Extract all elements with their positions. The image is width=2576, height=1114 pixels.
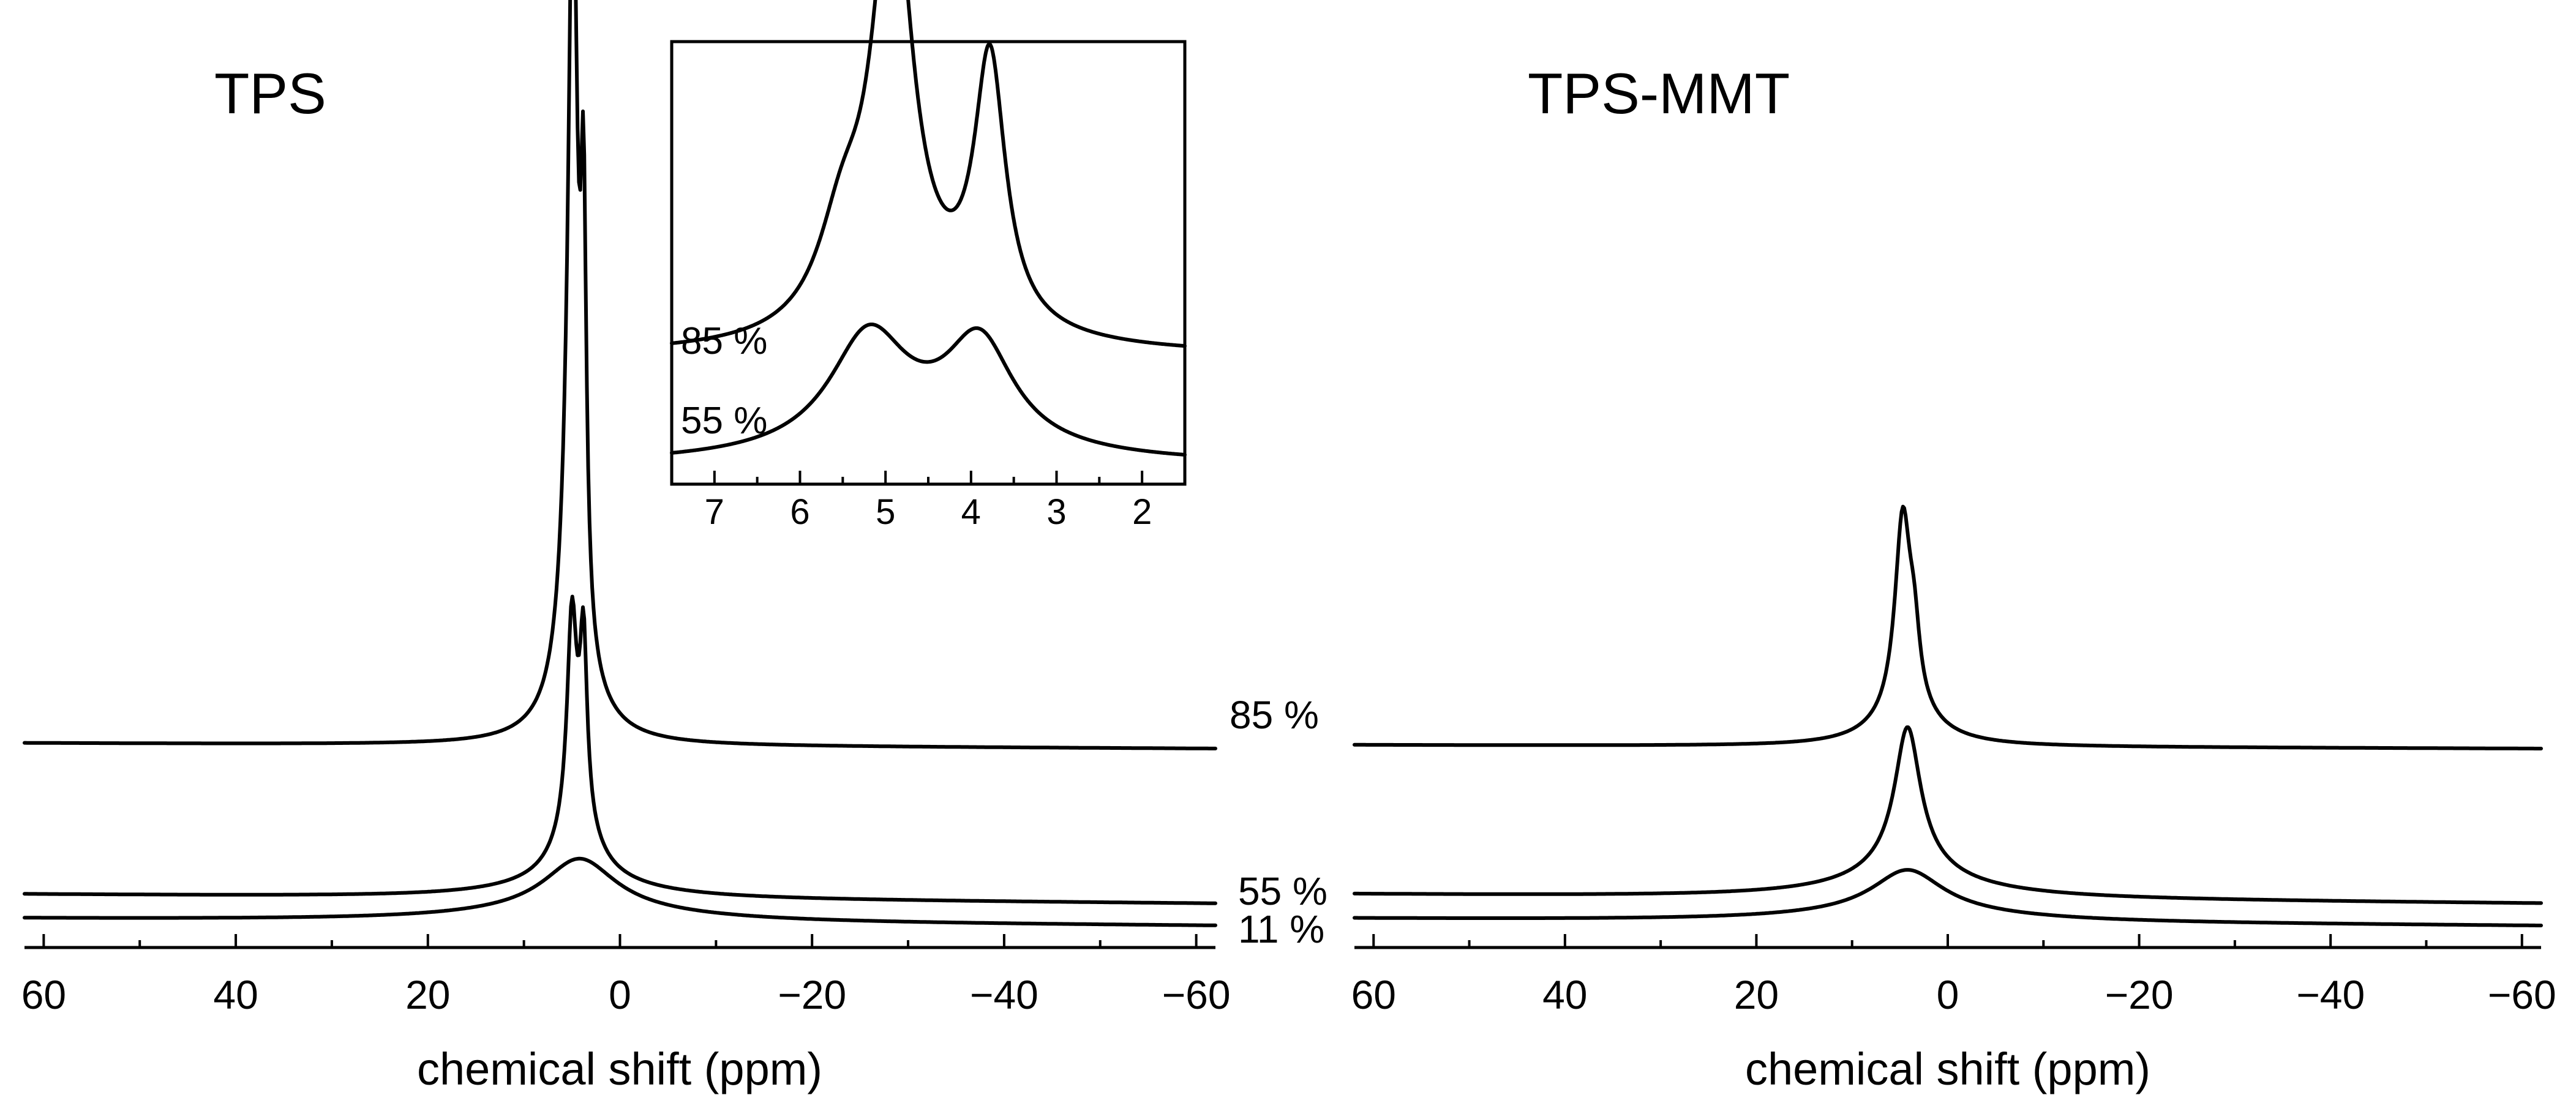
x-tick-label: 40 <box>1542 972 1587 1017</box>
inset-panel: 7 6 5 4 3 2 85 % 55 % <box>670 0 1187 532</box>
traces-tps-mmt <box>1353 504 2543 927</box>
x-ticks-tps-mmt <box>1372 934 2523 948</box>
series-label-85: 85 % <box>1230 693 1319 737</box>
x-tick-label: 20 <box>405 972 450 1017</box>
inset-series-label-55: 55 % <box>681 400 767 442</box>
series-label-11: 11 % <box>1238 907 1324 951</box>
x-ticks-inset <box>670 471 1186 484</box>
panel-tps: TPS 60 40 20 0 −20 −40 −60 chemical shif… <box>21 0 1231 1094</box>
inset-tick-label: 5 <box>876 492 895 532</box>
x-tick-label: 60 <box>1351 972 1396 1017</box>
x-tick-label: −60 <box>1162 972 1231 1017</box>
x-tick-label: −40 <box>2296 972 2365 1017</box>
x-axis-label-tps: chemical shift (ppm) <box>417 1044 822 1094</box>
inset-tick-label: 3 <box>1046 492 1066 532</box>
x-tick-label: −20 <box>778 972 846 1017</box>
traces-tps <box>23 0 1217 927</box>
x-tick-label: 60 <box>21 972 66 1017</box>
series-trace-55pct <box>670 323 1187 457</box>
series-trace-85pct <box>670 0 1187 348</box>
series-trace-85pct <box>1353 504 2543 750</box>
x-tick-labels-tps: 60 40 20 0 −20 −40 −60 <box>21 972 1231 1017</box>
traces-inset <box>670 0 1187 457</box>
inset-series-label-85: 85 % <box>681 320 767 362</box>
x-tick-label: 0 <box>1937 972 1959 1017</box>
panel-title-tps: TPS <box>214 61 326 125</box>
x-tick-label: 20 <box>1734 972 1779 1017</box>
series-trace-55pct <box>1353 725 2543 905</box>
x-ticks-tps <box>42 934 1198 948</box>
inset-tick-label: 6 <box>790 492 809 532</box>
x-tick-label: 40 <box>213 972 258 1017</box>
series-label-55: 55 % <box>1238 869 1327 913</box>
x-tick-label: −20 <box>2105 972 2174 1017</box>
inset-tick-label: 7 <box>705 492 724 532</box>
x-tick-labels-tps-mmt: 60 40 20 0 −20 −40 −60 <box>1351 972 2556 1017</box>
x-tick-label: 0 <box>609 972 631 1017</box>
series-trace-11pct <box>1353 868 2543 927</box>
x-tick-label: −60 <box>2488 972 2556 1017</box>
x-tick-label: −40 <box>970 972 1038 1017</box>
inset-tick-label: 4 <box>961 492 981 532</box>
series-trace-55pct <box>23 594 1217 905</box>
series-trace-85pct <box>23 0 1217 750</box>
inset-tick-label: 2 <box>1132 492 1152 532</box>
x-axis-label-tps-mmt: chemical shift (ppm) <box>1745 1044 2150 1094</box>
panel-title-tps-mmt: TPS-MMT <box>1528 61 1790 125</box>
panel-tps-mmt: TPS-MMT 60 40 20 0 −20 −40 −60 chemical … <box>1351 61 2556 1094</box>
series-trace-11pct <box>23 856 1217 927</box>
x-tick-labels-inset: 7 6 5 4 3 2 <box>705 492 1152 532</box>
